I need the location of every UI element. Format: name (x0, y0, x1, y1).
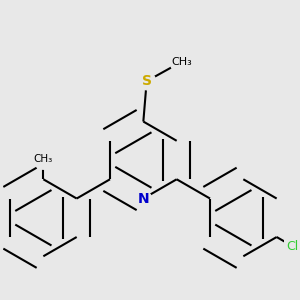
Text: CH₃: CH₃ (34, 154, 53, 164)
Text: S: S (142, 74, 152, 88)
Text: N: N (137, 191, 149, 206)
Text: CH₃: CH₃ (171, 57, 192, 67)
Text: Cl: Cl (286, 240, 299, 253)
